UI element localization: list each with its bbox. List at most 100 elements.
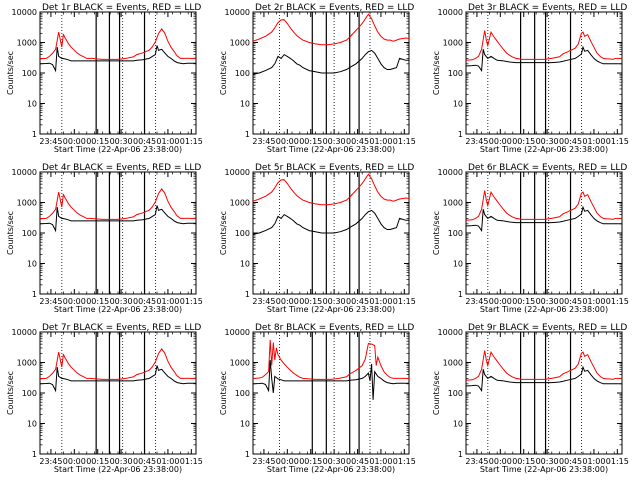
y-tick-label: 1 — [245, 290, 250, 299]
x-tick-label: 23:45 — [465, 457, 488, 466]
y-tick-label: 100 — [448, 229, 463, 238]
x-tick-label: 00:30 — [110, 297, 133, 306]
x-tick-label: 23:45 — [465, 137, 488, 146]
x-tick-label: 23:45 — [252, 457, 275, 466]
y-axis-label: Counts/sec — [432, 371, 441, 415]
y-tick-label: 100 — [22, 69, 37, 78]
plot-frame — [39, 11, 197, 135]
detector-panel-1: Det 1r BLACK = Events, RED = LLD 1 10 100 10… — [6, 3, 203, 154]
x-tick-label: 01:00 — [582, 137, 605, 146]
x-axis-label: Start Time (22-Apr-06 23:38:00) — [54, 305, 182, 314]
x-tick-label: 00:30 — [536, 297, 559, 306]
x-tick-label: 00:45 — [133, 297, 156, 306]
y-tick-label: 10 — [453, 260, 463, 269]
plot-frame — [465, 11, 623, 135]
y-tick-label: 100 — [235, 229, 250, 238]
y-tick-label: 100 — [448, 69, 463, 78]
y-axis-label: Counts/sec — [6, 51, 15, 95]
y-axis-label: Counts/sec — [432, 51, 441, 95]
y-tick-label: 100 — [235, 389, 250, 398]
y-tick-label: 10 — [453, 100, 463, 109]
x-tick-label: 00:45 — [559, 457, 582, 466]
plot-frame — [39, 171, 197, 295]
x-tick-label: 00:30 — [536, 137, 559, 146]
x-tick-label: 00:15 — [299, 457, 322, 466]
x-tick-label: 01:15 — [393, 457, 416, 466]
x-tick-label: 01:15 — [393, 137, 416, 146]
x-tick-label: 00:45 — [346, 137, 369, 146]
x-tick-label: 00:15 — [86, 457, 109, 466]
y-tick-label: 10000 — [438, 8, 463, 17]
lld-series-line — [252, 339, 409, 380]
panel-title: Det 6r BLACK = Events, RED = LLD — [468, 163, 627, 173]
x-tick-label: 23:45 — [252, 137, 275, 146]
y-axis-label: Counts/sec — [219, 371, 228, 415]
events-series-line — [39, 45, 196, 73]
y-tick-label: 10000 — [12, 8, 37, 17]
x-axis-label: Start Time (22-Apr-06 23:38:00) — [267, 145, 395, 154]
panel-title: Det 1r BLACK = Events, RED = LLD — [42, 3, 201, 13]
events-series-line — [465, 365, 622, 393]
detector-panel-6: Det 6r BLACK = Events, RED = LLD 1 10 100 10… — [432, 163, 629, 314]
y-tick-label: 100 — [22, 229, 37, 238]
y-tick-label: 1 — [32, 290, 37, 299]
x-axis-label: Start Time (22-Apr-06 23:38:00) — [480, 465, 608, 474]
x-tick-label: 00:00 — [63, 297, 86, 306]
x-tick-label: 23:45 — [252, 297, 275, 306]
y-tick-label: 10000 — [225, 8, 250, 17]
x-tick-label: 00:00 — [276, 297, 299, 306]
events-series-line — [39, 205, 196, 233]
x-tick-label: 00:15 — [512, 297, 535, 306]
y-tick-label: 1 — [458, 130, 463, 139]
plot-frame — [465, 171, 623, 295]
plot-frame — [39, 331, 197, 455]
y-axis-label: Counts/sec — [219, 211, 228, 255]
x-tick-label: 00:45 — [346, 457, 369, 466]
y-tick-label: 1 — [32, 130, 37, 139]
x-tick-label: 01:15 — [606, 457, 629, 466]
x-tick-label: 01:15 — [606, 137, 629, 146]
lld-series-line — [465, 190, 622, 221]
y-tick-label: 1 — [32, 450, 37, 459]
lld-series-line — [252, 173, 410, 206]
x-tick-label: 23:45 — [39, 137, 62, 146]
detector-panel-4: Det 4r BLACK = Events, RED = LLD 1 10 100 10… — [6, 163, 203, 314]
y-tick-label: 1000 — [230, 359, 250, 368]
x-tick-label: 01:00 — [369, 457, 392, 466]
x-tick-label: 00:30 — [110, 137, 133, 146]
panel-title: Det 4r BLACK = Events, RED = LLD — [42, 163, 201, 173]
y-tick-label: 10000 — [12, 328, 37, 337]
lld-series-line — [39, 28, 197, 60]
panel-title: Det 8r BLACK = Events, RED = LLD — [255, 323, 414, 333]
y-tick-label: 1000 — [230, 39, 250, 48]
detector-panel-3: Det 3r BLACK = Events, RED = LLD 1 10 100 10… — [432, 3, 629, 154]
y-tick-label: 1000 — [443, 359, 463, 368]
x-tick-label: 01:00 — [369, 297, 392, 306]
x-tick-label: 00:00 — [276, 137, 299, 146]
y-axis-label: Counts/sec — [6, 371, 15, 415]
x-tick-label: 01:00 — [156, 297, 179, 306]
events-series-line — [39, 365, 196, 393]
lld-series-line — [465, 30, 622, 61]
x-axis-label: Start Time (22-Apr-06 23:38:00) — [267, 305, 395, 314]
panel-title: Det 3r BLACK = Events, RED = LLD — [468, 3, 627, 13]
detector-panel-9: Det 9r BLACK = Events, RED = LLD 1 10 100 10… — [432, 323, 629, 474]
detector-panel-5: Det 5r BLACK = Events, RED = LLD 1 10 100 10… — [219, 163, 416, 314]
y-tick-label: 1000 — [17, 199, 37, 208]
panel-title: Det 2r BLACK = Events, RED = LLD — [255, 3, 414, 13]
y-tick-label: 1000 — [443, 39, 463, 48]
detector-panel-8: Det 8r BLACK = Events, RED = LLD 1 10 100 10… — [219, 323, 416, 474]
y-axis-label: Counts/sec — [219, 51, 228, 95]
y-tick-label: 10000 — [438, 328, 463, 337]
x-tick-label: 00:45 — [133, 137, 156, 146]
plot-frame — [465, 331, 623, 455]
y-tick-label: 10 — [27, 420, 37, 429]
x-tick-label: 23:45 — [39, 457, 62, 466]
x-tick-label: 23:45 — [39, 297, 62, 306]
events-series-line — [252, 360, 409, 400]
y-tick-label: 1 — [245, 130, 250, 139]
detector-panel-2: Det 2r BLACK = Events, RED = LLD 1 10 100 10… — [219, 3, 416, 154]
y-tick-label: 10 — [27, 260, 37, 269]
y-tick-label: 1000 — [443, 199, 463, 208]
y-tick-label: 10000 — [225, 328, 250, 337]
